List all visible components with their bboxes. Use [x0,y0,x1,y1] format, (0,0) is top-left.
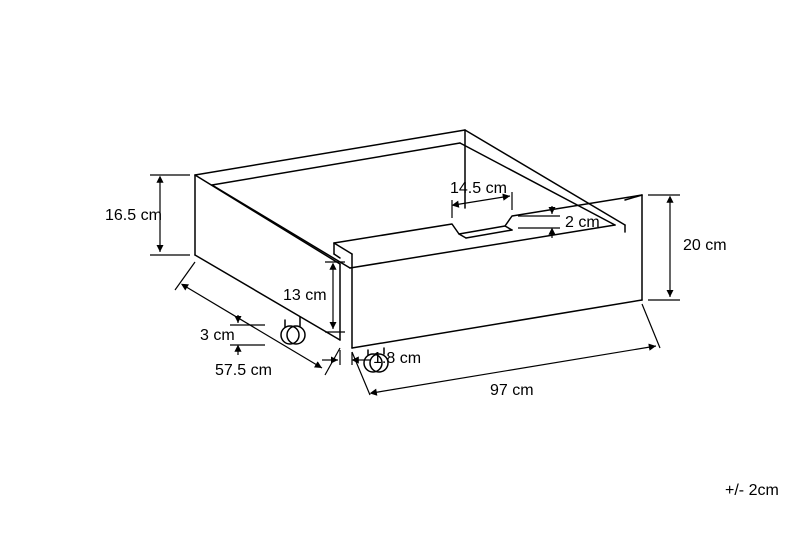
label-width: 97 cm [490,382,534,399]
drawer-diagram: 16.5 cm 3 cm 13 cm 1.8 cm 57.5 cm 97 cm … [0,0,800,533]
label-caster-height: 3 cm [200,327,235,344]
label-depth: 57.5 cm [215,362,272,379]
label-tolerance: +/- 2cm [725,482,779,499]
label-back-height: 16.5 cm [105,207,162,224]
label-inner-height: 13 cm [283,287,327,304]
label-front-height: 20 cm [683,237,727,254]
label-thickness: 1.8 cm [373,350,421,367]
label-notch-depth: 2 cm [565,214,600,231]
label-notch-width: 14.5 cm [450,180,507,197]
